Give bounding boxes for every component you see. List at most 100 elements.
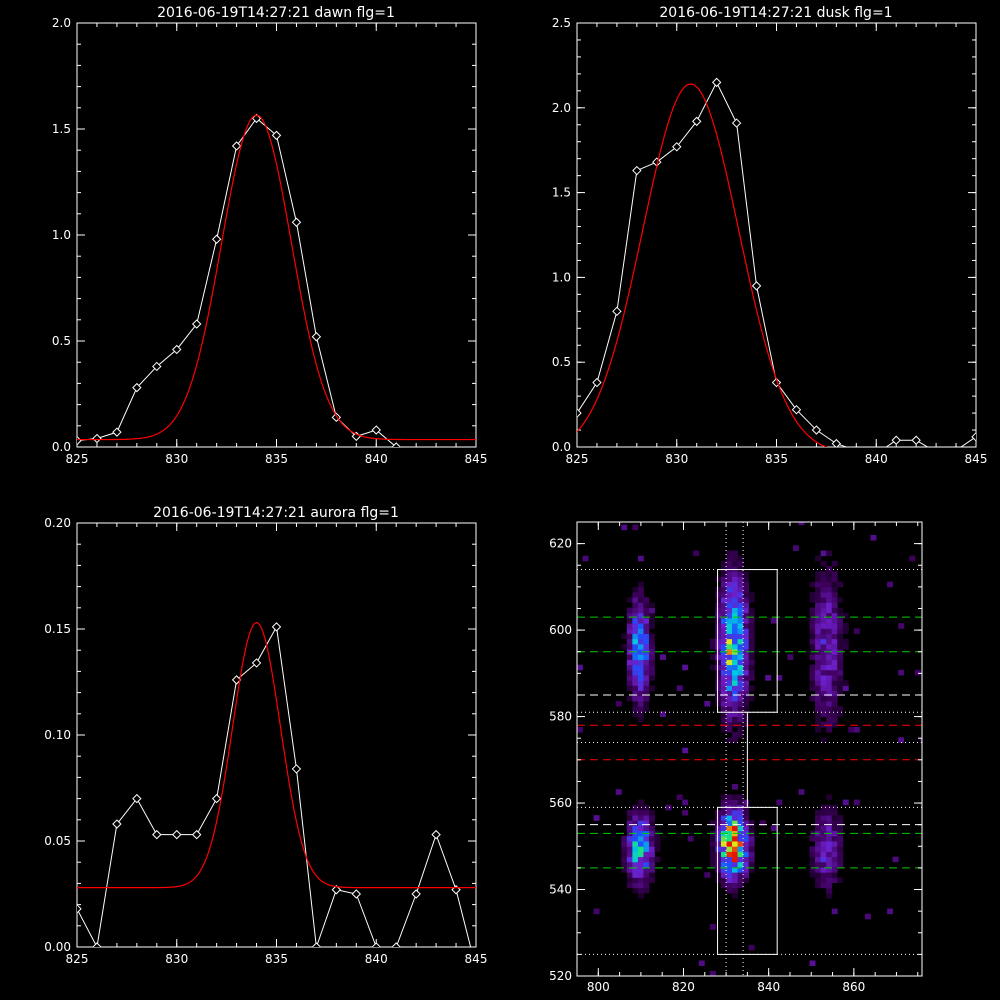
heatmap-cell bbox=[820, 690, 827, 697]
heatmap-cell bbox=[737, 726, 744, 733]
dawn-data-point bbox=[172, 344, 182, 355]
aurora-data-point bbox=[92, 942, 102, 947]
heatmap-cell bbox=[632, 815, 639, 821]
heatmap-cell bbox=[732, 581, 738, 588]
heatmap-cell bbox=[743, 685, 750, 692]
aurora-x-tick-label: 840 bbox=[365, 952, 388, 966]
heatmap-cell bbox=[626, 856, 633, 863]
heatmap-cell bbox=[709, 835, 716, 842]
dusk-x-tick-label: 825 bbox=[566, 452, 589, 466]
dawn-data-point bbox=[92, 433, 102, 444]
aurora-data-point bbox=[291, 764, 302, 774]
heatmap-cell bbox=[826, 846, 833, 852]
heatmap-cell bbox=[637, 815, 644, 821]
heatmap-cell bbox=[720, 617, 727, 624]
dawn-y-tick-label: 1.5 bbox=[52, 122, 71, 136]
heatmap-cell bbox=[809, 846, 816, 852]
heatmap-cell bbox=[743, 716, 750, 723]
heatmap-cell bbox=[732, 794, 738, 800]
heatmap-cell bbox=[720, 602, 727, 609]
heatmap-cell bbox=[637, 820, 644, 826]
heatmap-cell bbox=[626, 841, 633, 847]
heatmap-cell bbox=[643, 628, 650, 634]
heatmap-cell bbox=[626, 612, 633, 619]
heatmap-cell bbox=[831, 809, 838, 816]
heatmap-cell bbox=[726, 560, 733, 567]
heatmap-cell bbox=[643, 659, 650, 666]
heatmap-cell bbox=[632, 592, 639, 598]
heatmap-cell bbox=[637, 867, 644, 873]
heatmap-cell bbox=[737, 633, 744, 640]
heatmap-cell bbox=[809, 867, 816, 873]
heatmap-cell bbox=[831, 571, 838, 577]
heatmap-cell bbox=[637, 872, 644, 878]
heatmap-cell bbox=[637, 638, 644, 645]
heatmap-cell bbox=[737, 799, 744, 806]
heatmap-cell bbox=[737, 846, 744, 852]
heatmap-cell bbox=[826, 659, 833, 666]
heatmap-cell bbox=[798, 522, 805, 525]
heatmap-cell bbox=[715, 633, 722, 640]
heatmap-cell bbox=[715, 685, 722, 692]
heatmap-cell bbox=[626, 607, 633, 614]
heatmap-cell bbox=[632, 695, 639, 702]
heatmap-cell bbox=[637, 592, 644, 598]
heatmap-cell bbox=[720, 835, 727, 842]
heatmap-cell bbox=[632, 654, 639, 660]
heatmap-cell bbox=[626, 659, 633, 666]
heatmap-cell bbox=[837, 706, 844, 712]
heatmap-cell bbox=[809, 612, 816, 619]
heatmap-cell bbox=[726, 861, 733, 868]
heatmap-cell bbox=[837, 669, 844, 676]
heatmap-cell bbox=[715, 638, 722, 645]
heatmap-cell bbox=[765, 675, 772, 681]
heatmap-cell bbox=[626, 820, 633, 826]
heatmap-cell bbox=[632, 612, 639, 619]
heatmap-cell bbox=[715, 612, 722, 619]
heatmap-cell bbox=[637, 830, 644, 837]
aurora-x-tick-label: 835 bbox=[265, 952, 288, 966]
heatmap-cell bbox=[842, 612, 849, 619]
heatmap-cell bbox=[737, 555, 744, 562]
heatmap-cell bbox=[626, 882, 633, 889]
heatmap-cell bbox=[637, 581, 644, 588]
heatmap-cell bbox=[643, 820, 650, 826]
heatmap-cell bbox=[637, 612, 644, 619]
heatmap-cell bbox=[637, 628, 644, 634]
heatmap-cell bbox=[831, 649, 838, 655]
heatmap-cell bbox=[715, 628, 722, 634]
heatmap-cell bbox=[820, 581, 827, 588]
heatmap-cell bbox=[720, 669, 727, 676]
heatmap-cell bbox=[737, 835, 744, 842]
heatmap-cell bbox=[837, 815, 844, 821]
heatmap-cell bbox=[815, 856, 822, 863]
heatmap-cell bbox=[726, 856, 733, 863]
heatmap-cell bbox=[593, 815, 600, 821]
dawn-data-point bbox=[132, 382, 142, 393]
heatmap-cell bbox=[809, 872, 816, 878]
heatmap-cell bbox=[732, 592, 738, 598]
heatmap-cell bbox=[637, 654, 644, 660]
heatmap-cell bbox=[820, 701, 827, 707]
heatmap-cell bbox=[820, 737, 827, 743]
heatmap-cell bbox=[748, 654, 755, 660]
heatmap-cell bbox=[709, 846, 716, 852]
heatmap-cell bbox=[887, 908, 894, 915]
heatmap-cell bbox=[831, 680, 838, 686]
heatmap-cell bbox=[643, 867, 650, 873]
heatmap-cell bbox=[732, 617, 738, 624]
heatmap-cell bbox=[837, 851, 844, 858]
heatmap-cell bbox=[643, 597, 650, 603]
heatmap-cell bbox=[820, 659, 827, 666]
heatmap-cell bbox=[914, 669, 921, 676]
heatmap-cell bbox=[715, 809, 722, 816]
heatmap-cell bbox=[726, 586, 733, 593]
heatmap-cell bbox=[737, 628, 744, 634]
heatmap-cell bbox=[720, 685, 727, 692]
dusk-x-tick-label: 845 bbox=[965, 452, 988, 466]
heatmap-cell bbox=[798, 789, 805, 795]
heatmap-cell bbox=[621, 846, 628, 852]
heatmap-cell bbox=[743, 607, 750, 614]
heatmap-cell bbox=[732, 566, 738, 572]
heatmap-cell bbox=[898, 737, 905, 743]
